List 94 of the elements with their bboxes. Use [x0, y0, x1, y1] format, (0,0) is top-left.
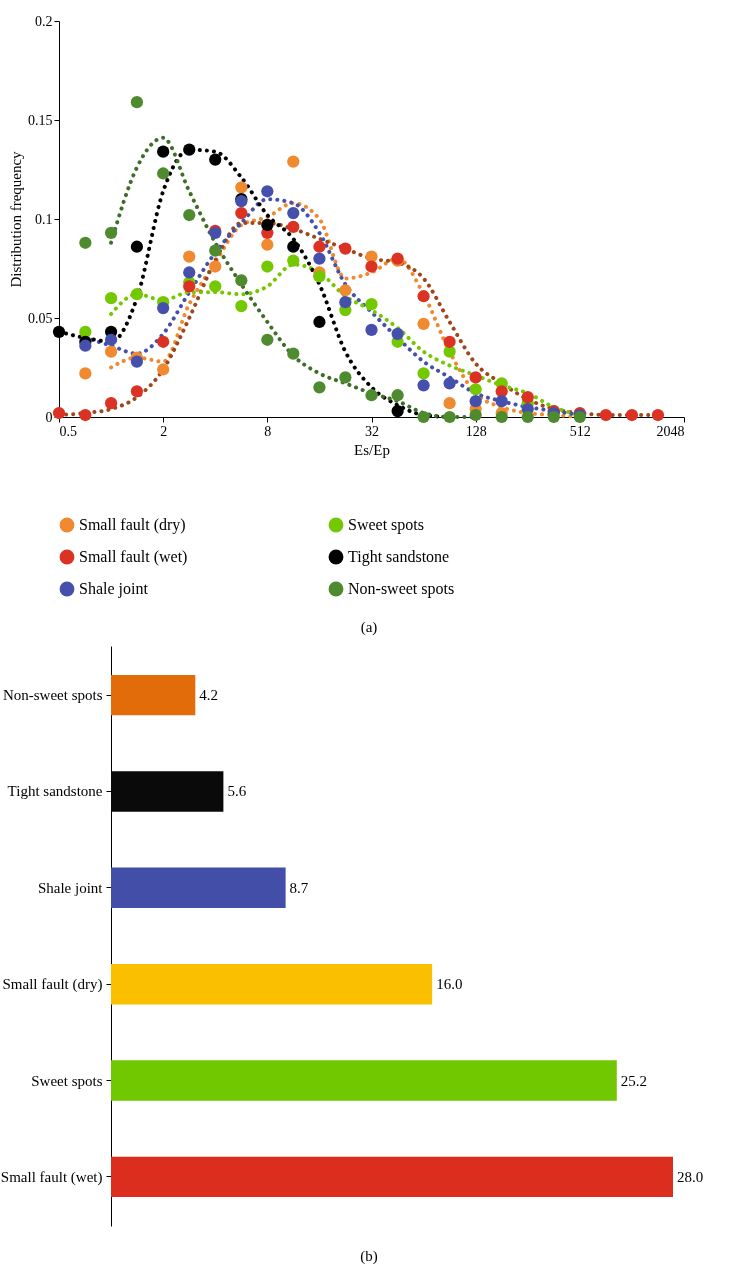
y-tick-label: 0.05	[28, 310, 53, 326]
x-tick-label: 8	[264, 423, 272, 439]
point	[287, 254, 300, 267]
y-tick-label: 0.15	[28, 112, 53, 128]
point	[495, 395, 508, 408]
data-label: 16.0	[436, 976, 463, 993]
point	[417, 317, 430, 331]
legend-label: Small fault (wet)	[79, 548, 188, 566]
point	[261, 260, 274, 273]
point	[469, 395, 482, 408]
point	[130, 355, 144, 368]
x-tick-label: 128	[465, 423, 487, 439]
point	[235, 181, 248, 194]
y-tick-label: 0.2	[35, 13, 53, 29]
point	[365, 323, 378, 336]
data-label: 5.6	[227, 783, 247, 800]
legend-label: Small fault (dry)	[79, 516, 186, 534]
y-axis-title: Distribution frequency	[8, 150, 24, 288]
point	[339, 296, 352, 309]
text: (a)	[359, 619, 379, 636]
point	[417, 410, 430, 424]
point	[183, 266, 196, 279]
point	[287, 155, 300, 168]
point	[339, 371, 352, 384]
x-tick-label: 2	[160, 423, 168, 439]
y-tick-label: Non-sweet spots	[2, 687, 103, 704]
point	[79, 236, 92, 249]
y-tick-label: Small fault (wet)	[0, 1168, 103, 1186]
point	[79, 367, 92, 380]
point	[130, 288, 144, 301]
point	[104, 333, 118, 346]
point	[469, 383, 482, 396]
data-label: 4.2	[199, 687, 219, 704]
point	[104, 345, 118, 358]
point	[261, 333, 274, 346]
legend-label: Tight sandstone	[348, 548, 450, 566]
x-tick-label: 32	[365, 423, 379, 439]
x-tick-label: 2048	[656, 423, 685, 439]
point	[261, 185, 274, 198]
bar	[111, 1060, 617, 1101]
point	[339, 284, 352, 297]
point	[313, 381, 326, 394]
point	[313, 252, 326, 265]
point	[417, 367, 430, 380]
y-tick-label: Small fault (dry)	[2, 976, 103, 994]
point	[521, 410, 534, 424]
bar	[111, 674, 196, 716]
point	[391, 327, 404, 340]
point	[443, 397, 456, 410]
x-axis-title: Es/Ep	[354, 441, 390, 458]
point	[157, 363, 170, 376]
point	[469, 408, 482, 422]
y-tick-label: 0.1	[35, 211, 53, 227]
data-label: 25.2	[620, 1072, 648, 1089]
point	[443, 377, 456, 390]
point	[391, 389, 404, 402]
y-tick-label: Shale joint	[37, 879, 104, 896]
text: (b)	[359, 1248, 379, 1265]
point	[235, 274, 248, 287]
y-tick-label: Sweet spots	[31, 1072, 103, 1089]
point	[209, 244, 222, 257]
legend-label: Non-sweet spots	[348, 580, 455, 598]
point	[443, 410, 456, 424]
point	[130, 96, 144, 109]
point	[157, 167, 170, 180]
data-label: 28.0	[677, 1168, 704, 1185]
y-tick-label: 0	[45, 409, 53, 425]
point	[104, 226, 118, 239]
point	[183, 250, 196, 263]
point	[313, 270, 326, 283]
data-label: 8.7	[289, 879, 309, 896]
point	[365, 298, 378, 311]
point	[79, 339, 92, 352]
point	[287, 347, 300, 360]
point	[495, 410, 508, 424]
point	[365, 389, 378, 402]
point	[261, 238, 274, 251]
legend-label: Sweet spots	[348, 516, 424, 534]
y-tick-label: Tight sandstone	[7, 783, 103, 800]
point	[183, 208, 196, 222]
bar	[111, 867, 286, 909]
point	[287, 206, 300, 220]
bar	[111, 963, 433, 1005]
point	[209, 260, 222, 273]
legend-label: Shale joint	[79, 580, 149, 598]
point	[157, 301, 170, 315]
point	[235, 300, 248, 313]
x-tick-label: 0.5	[59, 423, 77, 439]
x-tick-label: 512	[569, 423, 591, 439]
bar	[111, 1156, 673, 1198]
point	[547, 410, 560, 424]
point	[104, 292, 118, 305]
point	[209, 280, 222, 293]
point	[417, 379, 430, 392]
